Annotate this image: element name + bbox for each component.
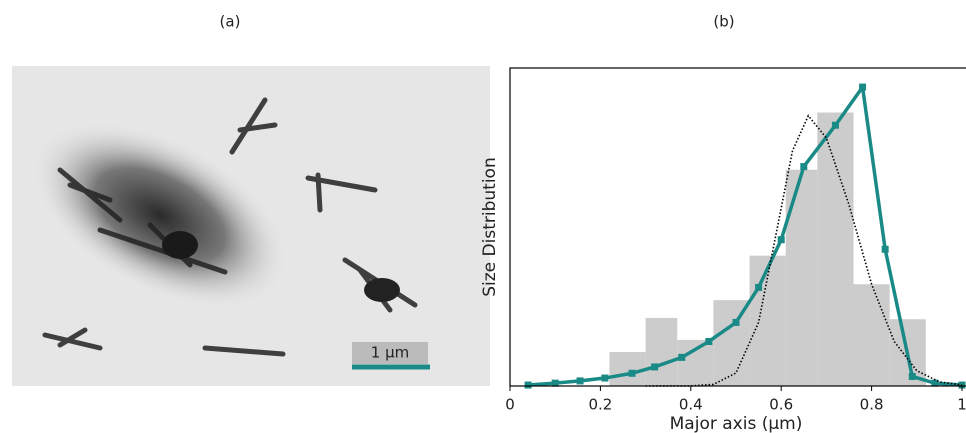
marker (755, 284, 762, 291)
panel-label: (a) (220, 13, 241, 31)
marker (800, 163, 807, 170)
scale-bar-label: 1 µm (371, 344, 409, 362)
crystal-cluster (364, 278, 400, 302)
marker (733, 319, 740, 326)
page: (a) 1 µm (b) Major axis (µm) Size Distri… (0, 0, 966, 433)
histogram-bar (786, 170, 818, 386)
marker (525, 382, 532, 389)
marker (577, 377, 584, 384)
x-tick-label: 0.2 (588, 396, 612, 414)
x-tick-label: 0.6 (769, 396, 793, 414)
marker (778, 236, 785, 243)
y-axis-label: Size Distribution (480, 157, 500, 296)
marker (859, 84, 866, 91)
marker (678, 354, 685, 361)
figure: (a) 1 µm (b) Major axis (µm) Size Distri… (0, 0, 966, 433)
x-axis-label: Major axis (µm) (670, 414, 803, 433)
x-tick-label: 0 (505, 396, 515, 414)
histogram-bar (854, 284, 890, 386)
crystal-cluster (162, 231, 198, 259)
micrograph: 1 µm (1, 66, 490, 386)
histogram-bar (677, 340, 713, 386)
histogram-bar (817, 113, 853, 386)
marker (705, 338, 712, 345)
histogram-bar (646, 318, 678, 386)
marker (601, 375, 608, 382)
marker (882, 246, 889, 253)
x-tick-label: 0.4 (679, 396, 703, 414)
marker (651, 363, 658, 370)
marker (629, 370, 636, 377)
x-tick-label: 1 (957, 396, 966, 414)
panel-label: (b) (713, 13, 734, 31)
histogram-bar (609, 352, 645, 386)
x-tick-label: 0.8 (860, 396, 884, 414)
marker (832, 122, 839, 129)
marker (909, 373, 916, 380)
